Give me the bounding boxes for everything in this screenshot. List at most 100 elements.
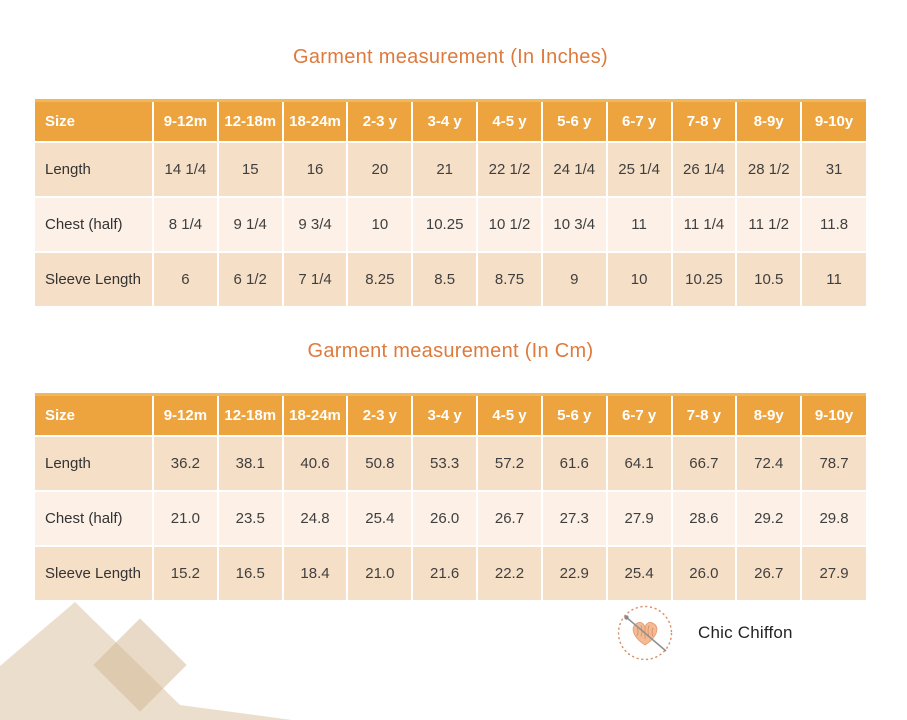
- value-cell: 9 1/4: [216, 196, 283, 252]
- value-cell: 61.6: [540, 435, 607, 491]
- value-cell: 10: [605, 251, 672, 306]
- size-header-cell: Size: [35, 393, 153, 436]
- age-column-header-cell: 6-7 y: [605, 393, 672, 436]
- value-cell: 66.7: [670, 435, 737, 491]
- value-cell: 31: [800, 141, 866, 197]
- value-cell: 57.2: [476, 435, 542, 491]
- value-cell: 11 1/2: [735, 196, 802, 252]
- value-cell: 27.9: [605, 490, 672, 546]
- value-cell: 28.6: [670, 490, 737, 546]
- age-column-header-cell: 8-9y: [735, 99, 802, 142]
- value-cell: 9 3/4: [281, 196, 348, 252]
- brand-name: Chic Chiffon: [698, 623, 793, 642]
- table-row: Chest (half) 8 1/4 9 1/4 9 3/4 10 10.25 10 1/2…: [35, 196, 866, 252]
- value-cell: 11: [800, 251, 866, 306]
- cm-table-title: Garment measurement (In Cm): [307, 340, 594, 362]
- cm-size-table: Size 9-12m 12-18m 18-24m 2-3 y 3-4 y 4-5 y 5-6 …: [35, 393, 866, 600]
- value-cell: 20: [346, 141, 413, 197]
- value-cell: 23.5: [216, 490, 283, 546]
- value-cell: 38.1: [216, 435, 283, 491]
- header-row: Size 9-12m 12-18m 18-24m 2-3 y 3-4 y 4-5 y 5-6 …: [35, 393, 866, 436]
- age-column-header-cell: 6-7 y: [605, 99, 672, 142]
- value-cell: 26 1/4: [670, 141, 737, 197]
- value-cell: 8.25: [346, 251, 413, 306]
- value-cell: 11 1/4: [670, 196, 737, 252]
- age-column-header-cell: 4-5 y: [476, 99, 542, 142]
- age-column-header-cell: 3-4 y: [411, 99, 478, 142]
- value-cell: 10 3/4: [540, 196, 607, 252]
- value-cell: 10 1/2: [476, 196, 542, 252]
- value-cell: 25 1/4: [605, 141, 672, 197]
- table-row: Chest (half) 21.0 23.5 24.8 25.4 26.0 26.7 27.3…: [35, 490, 866, 546]
- age-column-header-cell: 9-12m: [152, 99, 218, 142]
- fabric-heart-and-needle-stamp-icon: [617, 605, 673, 661]
- brand-footer: Chic Chiffon: [616, 604, 793, 662]
- table-row: Length 14 1/4 15 16 20 21 22 1/2 24 1/4 25 1/4 26…: [35, 141, 866, 197]
- value-cell: 26.7: [735, 545, 802, 600]
- table-row: Length 36.2 38.1 40.6 50.8 53.3 57.2 61.6 64.1 66…: [35, 435, 866, 491]
- value-cell: 29.8: [800, 490, 866, 546]
- age-column-header-cell: 8-9y: [735, 393, 802, 436]
- age-column-header-cell: 3-4 y: [411, 393, 478, 436]
- age-column-header-cell: 5-6 y: [540, 393, 607, 436]
- size-header-cell: Size: [35, 99, 153, 142]
- value-cell: 21: [411, 141, 478, 197]
- value-cell: 21.6: [411, 545, 478, 600]
- value-cell: 22 1/2: [476, 141, 542, 197]
- value-cell: 11: [605, 196, 672, 252]
- row-label: Length: [35, 435, 153, 491]
- row-label: Sleeve Length: [35, 545, 153, 600]
- value-cell: 26.0: [411, 490, 478, 546]
- value-cell: 40.6: [281, 435, 348, 491]
- value-cell: 29.2: [735, 490, 802, 546]
- row-label: Length: [35, 141, 153, 197]
- value-cell: 25.4: [346, 490, 413, 546]
- value-cell: 10: [346, 196, 413, 252]
- age-column-header-cell: 9-10y: [800, 393, 866, 436]
- value-cell: 11.8: [800, 196, 866, 252]
- age-column-header-cell: 7-8 y: [670, 393, 737, 436]
- age-column-header-cell: 5-6 y: [540, 99, 607, 142]
- row-label: Chest (half): [35, 196, 153, 252]
- inches-size-table: Size 9-12m 12-18m 18-24m 2-3 y 3-4 y 4-5 y 5-6 …: [35, 99, 866, 306]
- age-column-header-cell: 4-5 y: [476, 393, 542, 436]
- age-column-header-cell: 12-18m: [216, 393, 283, 436]
- value-cell: 36.2: [152, 435, 218, 491]
- value-cell: 25.4: [605, 545, 672, 600]
- inches-section: Garment measurement (In Inches) Size 9-12…: [35, 46, 866, 306]
- age-column-header-cell: 12-18m: [216, 99, 283, 142]
- value-cell: 18.4: [281, 545, 348, 600]
- value-cell: 9: [540, 251, 607, 306]
- value-cell: 10.25: [670, 251, 737, 306]
- value-cell: 6 1/2: [216, 251, 283, 306]
- value-cell: 26.7: [476, 490, 542, 546]
- age-column-header-cell: 18-24m: [281, 99, 348, 142]
- value-cell: 16: [281, 141, 348, 197]
- value-cell: 10.5: [735, 251, 802, 306]
- value-cell: 26.0: [670, 545, 737, 600]
- row-label: Chest (half): [35, 490, 153, 546]
- age-column-header-cell: 9-10y: [800, 99, 866, 142]
- value-cell: 27.3: [540, 490, 607, 546]
- value-cell: 15.2: [152, 545, 218, 600]
- value-cell: 27.9: [800, 545, 866, 600]
- value-cell: 21.0: [152, 490, 218, 546]
- value-cell: 50.8: [346, 435, 413, 491]
- table-row: Sleeve Length 6 6 1/2 7 1/4 8.25 8.5 8.75 9 10 10…: [35, 251, 866, 306]
- value-cell: 6: [152, 251, 218, 306]
- value-cell: 7 1/4: [281, 251, 348, 306]
- value-cell: 21.0: [346, 545, 413, 600]
- value-cell: 78.7: [800, 435, 866, 491]
- value-cell: 14 1/4: [152, 141, 218, 197]
- cm-section: Garment measurement (In Cm) Size 9-12m 12-…: [35, 340, 866, 600]
- inches-table-title: Garment measurement (In Inches): [293, 46, 608, 68]
- row-label: Sleeve Length: [35, 251, 153, 306]
- value-cell: 22.9: [540, 545, 607, 600]
- value-cell: 72.4: [735, 435, 802, 491]
- age-column-header-cell: 7-8 y: [670, 99, 737, 142]
- value-cell: 8.75: [476, 251, 542, 306]
- value-cell: 28 1/2: [735, 141, 802, 197]
- value-cell: 22.2: [476, 545, 542, 600]
- value-cell: 53.3: [411, 435, 478, 491]
